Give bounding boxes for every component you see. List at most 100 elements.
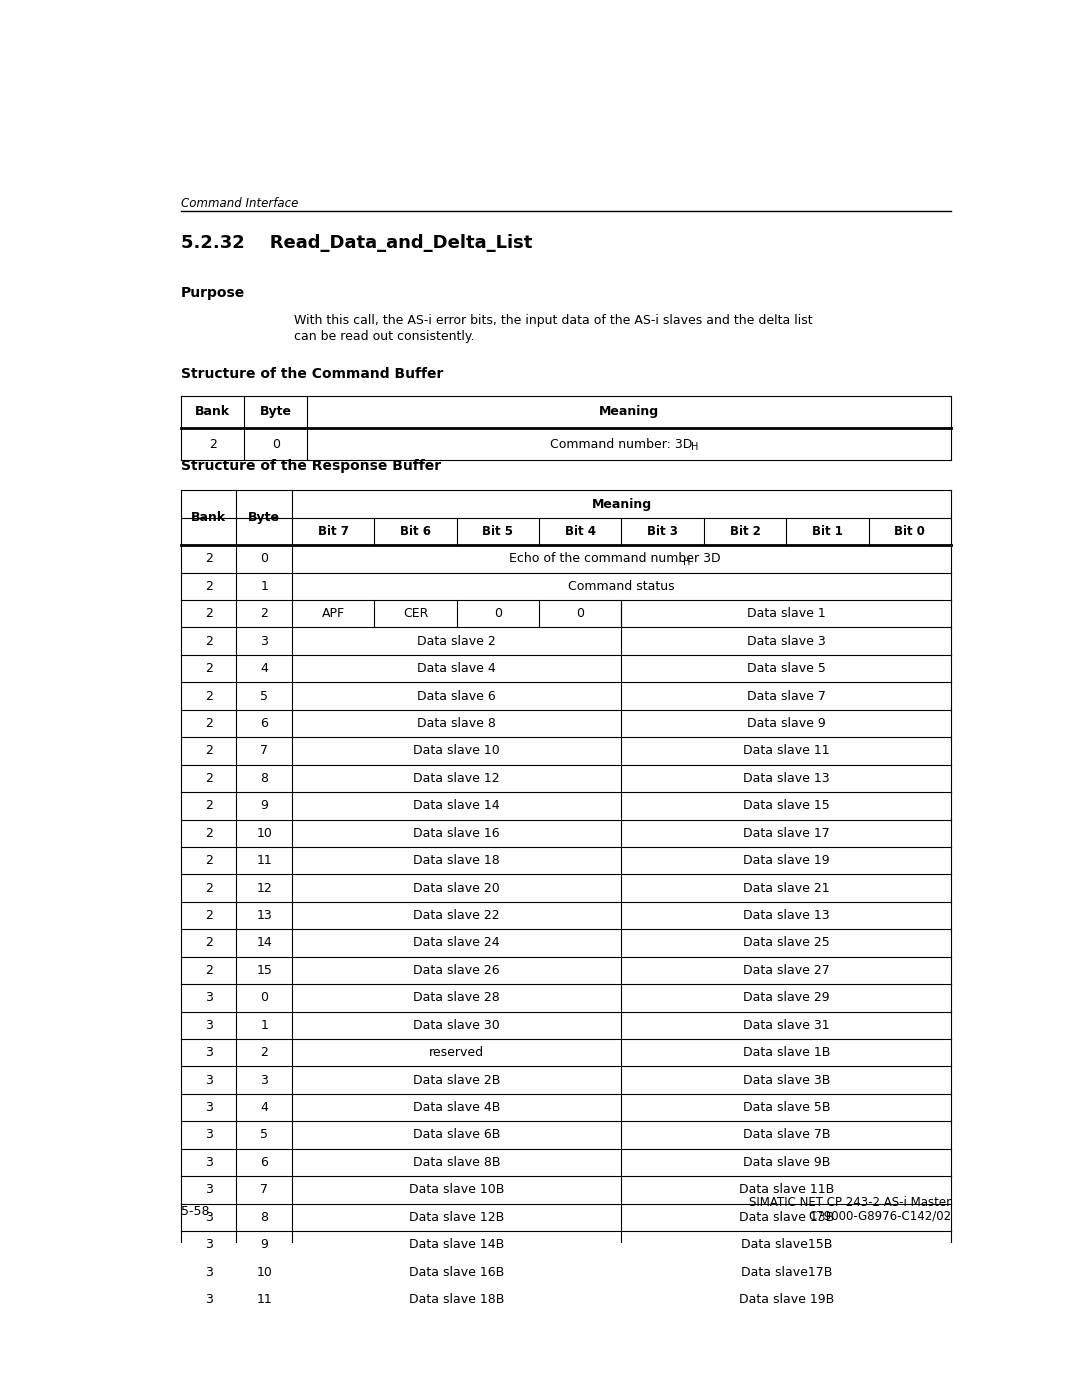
Text: APF: APF xyxy=(322,608,345,620)
Text: 3: 3 xyxy=(205,1018,213,1032)
Text: 2: 2 xyxy=(205,827,213,840)
Text: 2: 2 xyxy=(260,608,268,620)
Text: 6: 6 xyxy=(260,1155,268,1169)
Text: Data slave 25: Data slave 25 xyxy=(743,936,829,950)
Text: 10: 10 xyxy=(256,1266,272,1278)
Text: Data slave 9B: Data slave 9B xyxy=(743,1155,829,1169)
Text: Bit 4: Bit 4 xyxy=(565,525,596,538)
Text: 2: 2 xyxy=(205,799,213,812)
Text: 11: 11 xyxy=(256,1294,272,1306)
Text: Data slave 13: Data slave 13 xyxy=(743,773,829,785)
Text: Data slave 19: Data slave 19 xyxy=(743,854,829,868)
Text: Data slave 7B: Data slave 7B xyxy=(743,1129,831,1141)
Text: Data slave 18: Data slave 18 xyxy=(414,854,500,868)
Text: 2: 2 xyxy=(205,936,213,950)
Text: Data slave15B: Data slave15B xyxy=(741,1238,832,1252)
Text: 2: 2 xyxy=(205,662,213,675)
Text: 2: 2 xyxy=(205,690,213,703)
Text: Data slave 8B: Data slave 8B xyxy=(413,1155,500,1169)
Text: Bit 5: Bit 5 xyxy=(483,525,513,538)
Text: Data slave 28: Data slave 28 xyxy=(414,992,500,1004)
Text: 3: 3 xyxy=(205,992,213,1004)
Text: Data slave 7: Data slave 7 xyxy=(747,690,826,703)
Text: 13: 13 xyxy=(256,909,272,922)
Text: 5.2.32    Read_Data_and_Delta_List: 5.2.32 Read_Data_and_Delta_List xyxy=(181,233,532,251)
Text: Data slave 15: Data slave 15 xyxy=(743,799,829,812)
Text: Data slave 11: Data slave 11 xyxy=(743,745,829,757)
Text: Data slave 4: Data slave 4 xyxy=(417,662,496,675)
Text: Data slave 21: Data slave 21 xyxy=(743,882,829,894)
Text: 6: 6 xyxy=(260,717,268,731)
Text: 5: 5 xyxy=(260,1129,268,1141)
Text: Data slave 18B: Data slave 18B xyxy=(409,1294,504,1306)
Text: 2: 2 xyxy=(205,608,213,620)
Text: 7: 7 xyxy=(260,745,268,757)
Text: 4: 4 xyxy=(260,662,268,675)
Text: 7: 7 xyxy=(260,1183,268,1196)
Text: 10: 10 xyxy=(256,827,272,840)
Text: 3: 3 xyxy=(205,1183,213,1196)
Text: 3: 3 xyxy=(260,634,268,648)
Text: Bit 7: Bit 7 xyxy=(318,525,349,538)
Text: Data slave 16: Data slave 16 xyxy=(414,827,500,840)
Text: 3: 3 xyxy=(205,1129,213,1141)
Text: Command number: 3D: Command number: 3D xyxy=(550,437,694,451)
Text: 4: 4 xyxy=(260,1101,268,1113)
Text: 0: 0 xyxy=(494,608,502,620)
Text: Data slave 22: Data slave 22 xyxy=(414,909,500,922)
Text: 1: 1 xyxy=(260,1018,268,1032)
Text: 5-58: 5-58 xyxy=(181,1204,210,1218)
Text: Bit 6: Bit 6 xyxy=(400,525,431,538)
Text: Data slave 8: Data slave 8 xyxy=(417,717,496,731)
Text: 3: 3 xyxy=(205,1266,213,1278)
Text: 2: 2 xyxy=(205,964,213,977)
Text: 2: 2 xyxy=(205,882,213,894)
Text: 15: 15 xyxy=(256,964,272,977)
Text: Data slave 3B: Data slave 3B xyxy=(743,1073,829,1087)
Text: 8: 8 xyxy=(260,773,268,785)
Text: Bank: Bank xyxy=(191,511,227,524)
Text: Meaning: Meaning xyxy=(592,497,651,510)
Text: 5: 5 xyxy=(260,690,268,703)
Text: 0: 0 xyxy=(272,437,280,451)
Text: 2: 2 xyxy=(205,634,213,648)
Text: 3: 3 xyxy=(205,1101,213,1113)
Text: Data slave 6: Data slave 6 xyxy=(417,690,496,703)
Text: 3: 3 xyxy=(205,1238,213,1252)
Text: 2: 2 xyxy=(205,745,213,757)
Text: 2: 2 xyxy=(205,580,213,592)
Text: Data slave 20: Data slave 20 xyxy=(414,882,500,894)
Text: Data slave 31: Data slave 31 xyxy=(743,1018,829,1032)
Text: can be read out consistently.: can be read out consistently. xyxy=(294,330,474,344)
Text: Bank: Bank xyxy=(195,405,230,418)
Text: CER: CER xyxy=(403,608,428,620)
Text: 0: 0 xyxy=(577,608,584,620)
Text: H: H xyxy=(691,443,699,453)
Text: Data slave 12: Data slave 12 xyxy=(414,773,500,785)
Text: 2: 2 xyxy=(205,552,213,566)
Text: Data slave 5B: Data slave 5B xyxy=(743,1101,831,1113)
Text: 2: 2 xyxy=(205,717,213,731)
Text: 12: 12 xyxy=(256,882,272,894)
Text: 11: 11 xyxy=(256,854,272,868)
Text: Data slave 2B: Data slave 2B xyxy=(413,1073,500,1087)
Text: 3: 3 xyxy=(205,1046,213,1059)
Text: 3: 3 xyxy=(205,1211,213,1224)
Text: Data slave 17: Data slave 17 xyxy=(743,827,829,840)
Text: 0: 0 xyxy=(260,552,268,566)
Text: Bit 0: Bit 0 xyxy=(894,525,926,538)
Text: Data slave 5: Data slave 5 xyxy=(747,662,826,675)
Text: 3: 3 xyxy=(205,1294,213,1306)
Text: Data slave 24: Data slave 24 xyxy=(414,936,500,950)
Text: 14: 14 xyxy=(256,936,272,950)
Text: 2: 2 xyxy=(208,437,217,451)
Text: Data slave 3: Data slave 3 xyxy=(747,634,826,648)
Text: Data slave 30: Data slave 30 xyxy=(414,1018,500,1032)
Text: 9: 9 xyxy=(260,1238,268,1252)
Text: Data slave 13: Data slave 13 xyxy=(743,909,829,922)
Text: 2: 2 xyxy=(205,854,213,868)
Text: Data slave 1: Data slave 1 xyxy=(747,608,826,620)
Text: Byte: Byte xyxy=(260,405,292,418)
Text: Structure of the Response Buffer: Structure of the Response Buffer xyxy=(181,458,441,472)
Text: Bit 1: Bit 1 xyxy=(812,525,842,538)
